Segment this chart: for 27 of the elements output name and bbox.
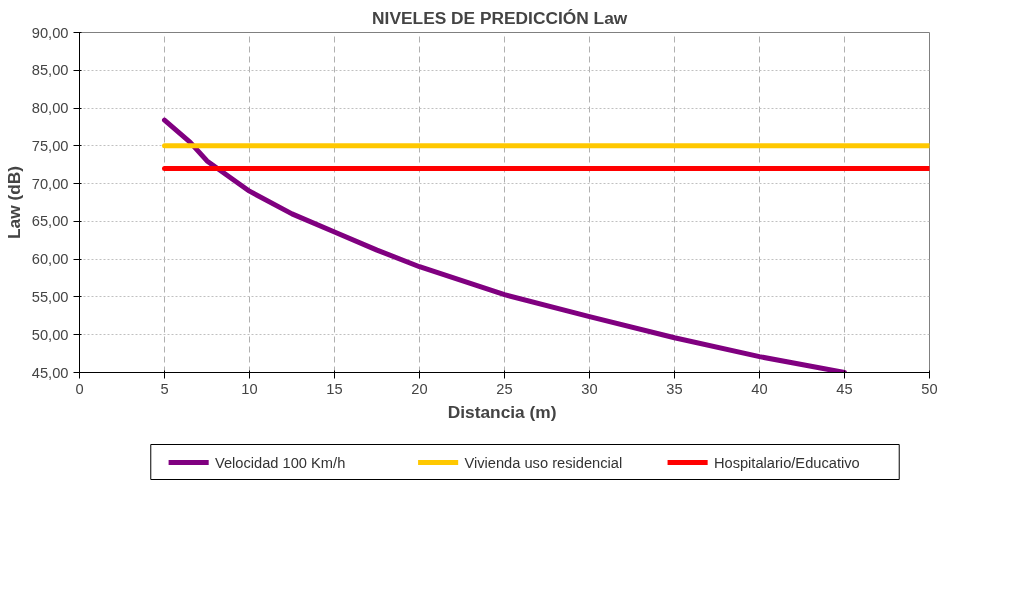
legend-label: Vivienda uso residencial xyxy=(464,454,623,471)
y-tick-label: 45,00 xyxy=(31,364,69,381)
y-tick-label: 55,00 xyxy=(31,288,69,305)
legend-label: Hospitalario/Educativo xyxy=(713,454,860,471)
y-tick-label: 85,00 xyxy=(31,62,69,79)
x-tick-label: 50 xyxy=(921,380,938,397)
y-tick-label: 70,00 xyxy=(31,175,69,192)
y-tick-label: 60,00 xyxy=(31,251,69,268)
x-tick-label: 45 xyxy=(836,380,853,397)
chart-title: NIVELES DE PREDICCIÓN Law xyxy=(372,7,628,28)
y-tick-label: 65,00 xyxy=(31,213,69,230)
y-tick-label: 80,00 xyxy=(31,100,69,117)
x-tick-label: 35 xyxy=(666,380,683,397)
x-tick-label: 15 xyxy=(326,380,343,397)
y-tick-label: 50,00 xyxy=(31,326,69,343)
x-tick-label: 20 xyxy=(411,380,428,397)
legend-label: Velocidad 100 Km/h xyxy=(214,454,346,471)
y-tick-label: 75,00 xyxy=(31,137,69,154)
y-tick-label: 90,00 xyxy=(31,24,69,41)
y-axis-title: Law (dB) xyxy=(3,165,24,240)
x-tick-label: 25 xyxy=(496,380,513,397)
x-axis-title: Distancia (m) xyxy=(447,401,557,422)
x-tick-label: 30 xyxy=(581,380,598,397)
x-tick-label: 10 xyxy=(241,380,258,397)
x-tick-label: 5 xyxy=(160,380,169,397)
x-tick-label: 40 xyxy=(751,380,768,397)
x-tick-label: 0 xyxy=(75,380,84,397)
